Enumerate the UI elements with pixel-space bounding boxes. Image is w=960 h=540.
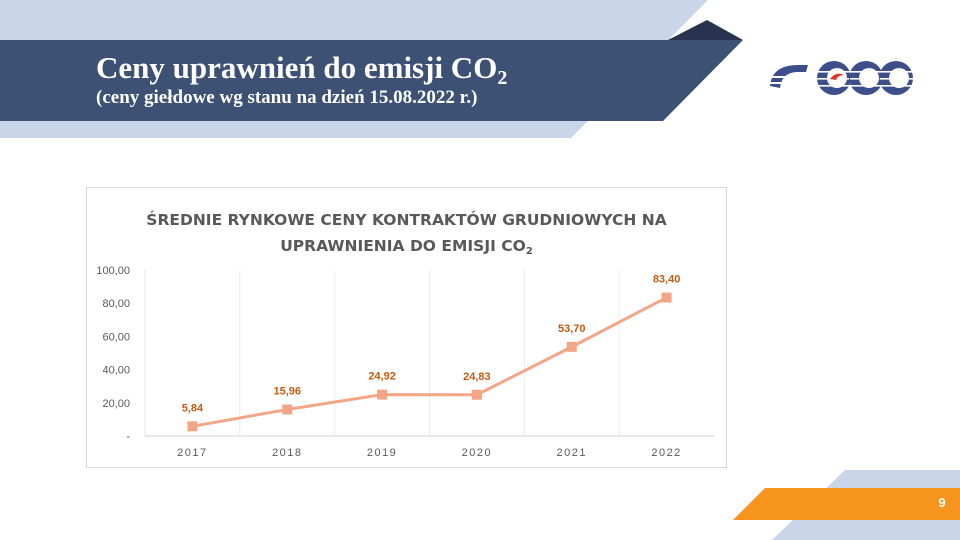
chart-title-subscript: 2	[525, 246, 533, 257]
header-dark-triangle	[668, 20, 743, 40]
company-logo	[768, 61, 916, 95]
x-tick-label: 2017	[177, 447, 207, 459]
data-point-marker	[566, 341, 577, 352]
y-tick-label: 20,00	[102, 398, 130, 410]
chart-title: ŚREDNIE RYNKOWE CENY KONTRAKTÓW GRUDNIOW…	[0, 207, 813, 259]
chart-title-line1: ŚREDNIE RYNKOWE CENY KONTRAKTÓW GRUDNIOW…	[146, 211, 667, 229]
data-label: 24,83	[463, 371, 491, 383]
data-point-marker	[661, 292, 672, 303]
slide-title-text: Ceny uprawnień do emisji CO	[96, 50, 498, 85]
slide-subtitle: (ceny giełdowe wg stanu na dzień 15.08.2…	[96, 87, 478, 108]
chart-data-labels: 5,84 15,96 24,92 24,83 53,70 83,40	[182, 274, 681, 415]
data-label: 24,92	[368, 371, 396, 383]
header-banner	[0, 40, 743, 121]
data-label: 15,96	[273, 386, 301, 398]
y-tick-label: 100,00	[96, 265, 130, 277]
chart-frame	[86, 187, 727, 468]
page-number: 9	[938, 495, 946, 510]
x-tick-label: 2018	[272, 447, 302, 459]
chart-title-line2-text: UPRAWNIENIA DO EMISJI CO	[280, 237, 526, 255]
x-tick-label: 2019	[367, 447, 397, 459]
y-tick-label: 80,00	[102, 298, 130, 310]
x-tick-label: 2022	[651, 447, 681, 459]
chart-gridlines	[239, 270, 620, 436]
data-point-marker	[471, 389, 482, 400]
orange-footer-bar	[733, 488, 960, 520]
y-tick-label: 60,00	[102, 331, 130, 343]
data-point-marker	[377, 389, 388, 400]
data-label: 5,84	[182, 402, 204, 414]
data-point-marker	[187, 421, 198, 432]
data-label: 53,70	[558, 323, 586, 335]
data-point-marker	[282, 404, 293, 415]
chart-series	[187, 292, 672, 432]
slide-title-subscript: 2	[497, 67, 508, 89]
chart-title-line2: UPRAWNIENIA DO EMISJI CO2	[0, 233, 813, 259]
series-line	[192, 296, 668, 428]
x-tick-label: 2020	[462, 447, 492, 459]
data-label: 83,40	[653, 274, 681, 286]
chart-axes: - 20,00 40,00 60,00 80,00 100,00 2017 2018 2019 2…	[96, 265, 714, 459]
slide-title-block: Ceny uprawnień do emisji CO2 (ceny giełd…	[96, 50, 507, 110]
x-tick-label: 2021	[557, 447, 587, 459]
slide-title: Ceny uprawnień do emisji CO2	[96, 50, 508, 89]
y-tick-label: 40,00	[102, 365, 130, 377]
y-tick-label: -	[126, 431, 130, 443]
